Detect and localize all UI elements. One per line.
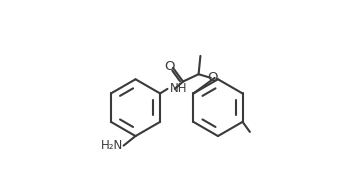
Text: NH: NH	[170, 82, 188, 95]
Text: O: O	[164, 60, 175, 73]
Text: H₂N: H₂N	[100, 139, 123, 152]
Text: O: O	[207, 71, 218, 84]
